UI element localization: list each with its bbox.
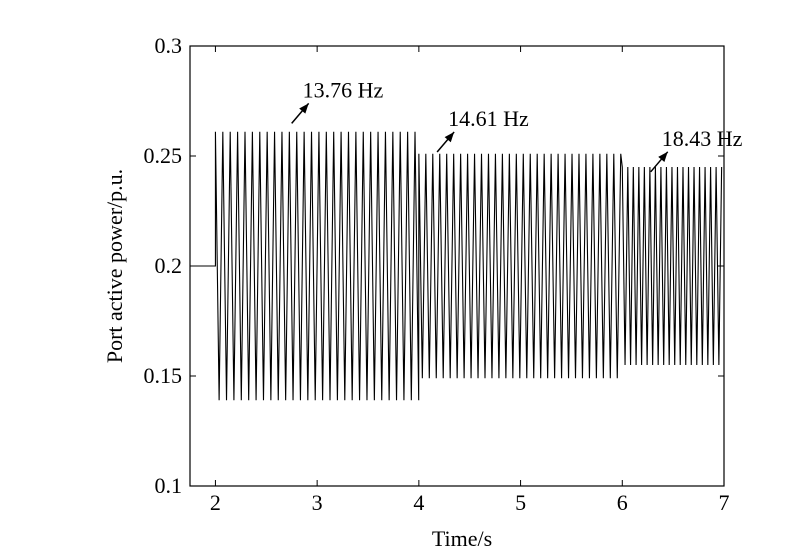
y-tick-label: 0.1	[155, 473, 183, 498]
y-tick-label: 0.15	[144, 363, 183, 388]
tick-labels: 2 3 4 5 6 7 0.1 0.15 0.2 0.25 0.3	[144, 33, 730, 515]
frequency-annotation: 18.43 Hz	[650, 126, 743, 173]
x-tick-label: 6	[617, 490, 628, 515]
series-line-port-active-power	[190, 131, 723, 401]
frequency-annotation: 14.61 Hz	[436, 106, 529, 153]
x-tick-label: 4	[413, 490, 424, 515]
annotation-arrow-head	[658, 151, 668, 163]
annotation-label: 13.76 Hz	[303, 77, 384, 102]
x-axis-title: Time/s	[432, 526, 492, 551]
x-tick-label: 3	[312, 490, 323, 515]
y-axis-title: Port active power/p.u.	[102, 169, 127, 363]
x-tick-label: 2	[210, 490, 221, 515]
annotation-arrow-head	[444, 132, 455, 143]
annotation-arrow-head	[299, 103, 309, 114]
annotation-label: 14.61 Hz	[448, 106, 529, 131]
frequency-annotation: 13.76 Hz	[291, 77, 384, 124]
y-tick-label: 0.2	[155, 253, 183, 278]
y-tick-label: 0.25	[144, 143, 183, 168]
annotation-label: 18.43 Hz	[662, 126, 743, 151]
x-tick-label: 7	[719, 490, 730, 515]
x-tick-label: 5	[515, 490, 526, 515]
y-tick-label: 0.3	[155, 33, 183, 58]
annotations: 13.76 Hz 14.61 Hz 18.43 Hz	[291, 77, 743, 173]
